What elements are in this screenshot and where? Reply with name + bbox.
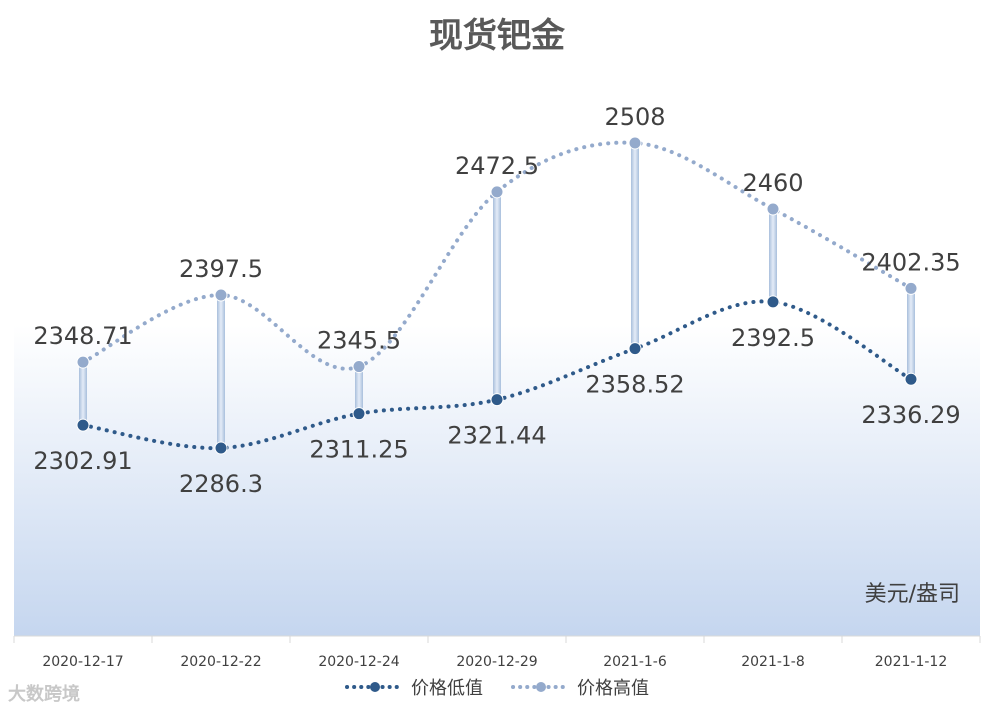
x-tick-label: 2020-12-17 <box>42 654 123 670</box>
watermark-logo: 大数跨境 <box>8 684 80 705</box>
legend-item-high[interactable]: 价格高值 <box>511 674 649 700</box>
legend-label-low: 价格低值 <box>411 678 483 699</box>
data-point-low[interactable] <box>490 393 504 407</box>
data-label-high: 2348.71 <box>33 322 132 350</box>
data-point-low[interactable] <box>904 372 918 386</box>
high-low-bar <box>769 209 777 302</box>
data-point-high[interactable] <box>214 288 228 302</box>
high-low-bar <box>217 295 225 448</box>
x-tick-label: 2021-1-6 <box>603 654 667 670</box>
data-point-low[interactable] <box>628 342 642 356</box>
x-tick-label: 2020-12-22 <box>180 654 261 670</box>
data-label-low: 2286.3 <box>179 470 263 498</box>
data-label-high: 2345.5 <box>317 327 401 355</box>
data-label-high: 2472.5 <box>455 152 539 180</box>
data-label-high: 2397.5 <box>179 255 263 283</box>
data-label-low: 2358.52 <box>585 371 684 399</box>
data-point-low[interactable] <box>76 418 90 432</box>
unit-label: 美元/盎司 <box>864 582 960 607</box>
data-point-high[interactable] <box>76 355 90 369</box>
data-label-low: 2336.29 <box>861 401 960 429</box>
legend: 价格低值 价格高值 <box>0 674 994 700</box>
data-label-high: 2402.35 <box>861 248 960 276</box>
legend-label-high: 价格高值 <box>577 678 649 699</box>
data-label-high: 2460 <box>742 169 803 197</box>
x-tick-label: 2021-1-12 <box>875 654 947 670</box>
x-tick-label: 2020-12-24 <box>318 654 399 670</box>
high-low-bar <box>493 191 501 400</box>
data-point-high[interactable] <box>766 202 780 216</box>
data-point-high[interactable] <box>490 185 504 199</box>
legend-swatch-low <box>345 682 405 692</box>
legend-swatch-high <box>511 682 571 692</box>
x-tick-label: 2021-1-8 <box>741 654 805 670</box>
data-label-high: 2508 <box>604 103 665 131</box>
x-tick-label: 2020-12-29 <box>456 654 537 670</box>
high-low-bar <box>631 143 639 349</box>
high-low-bar <box>355 366 363 414</box>
data-label-low: 2321.44 <box>447 422 546 450</box>
data-label-low: 2302.91 <box>33 447 132 475</box>
data-point-low[interactable] <box>352 407 366 421</box>
legend-item-low[interactable]: 价格低值 <box>345 674 483 700</box>
data-label-low: 2311.25 <box>309 436 408 464</box>
data-label-low: 2392.5 <box>731 324 815 352</box>
data-point-low[interactable] <box>766 295 780 309</box>
data-point-high[interactable] <box>352 360 366 374</box>
chart-title: 现货钯金 <box>429 16 565 56</box>
data-point-high[interactable] <box>628 136 642 150</box>
data-point-low[interactable] <box>214 441 228 455</box>
high-low-bar <box>79 362 87 426</box>
high-low-bar <box>907 288 915 380</box>
data-point-high[interactable] <box>904 281 918 295</box>
